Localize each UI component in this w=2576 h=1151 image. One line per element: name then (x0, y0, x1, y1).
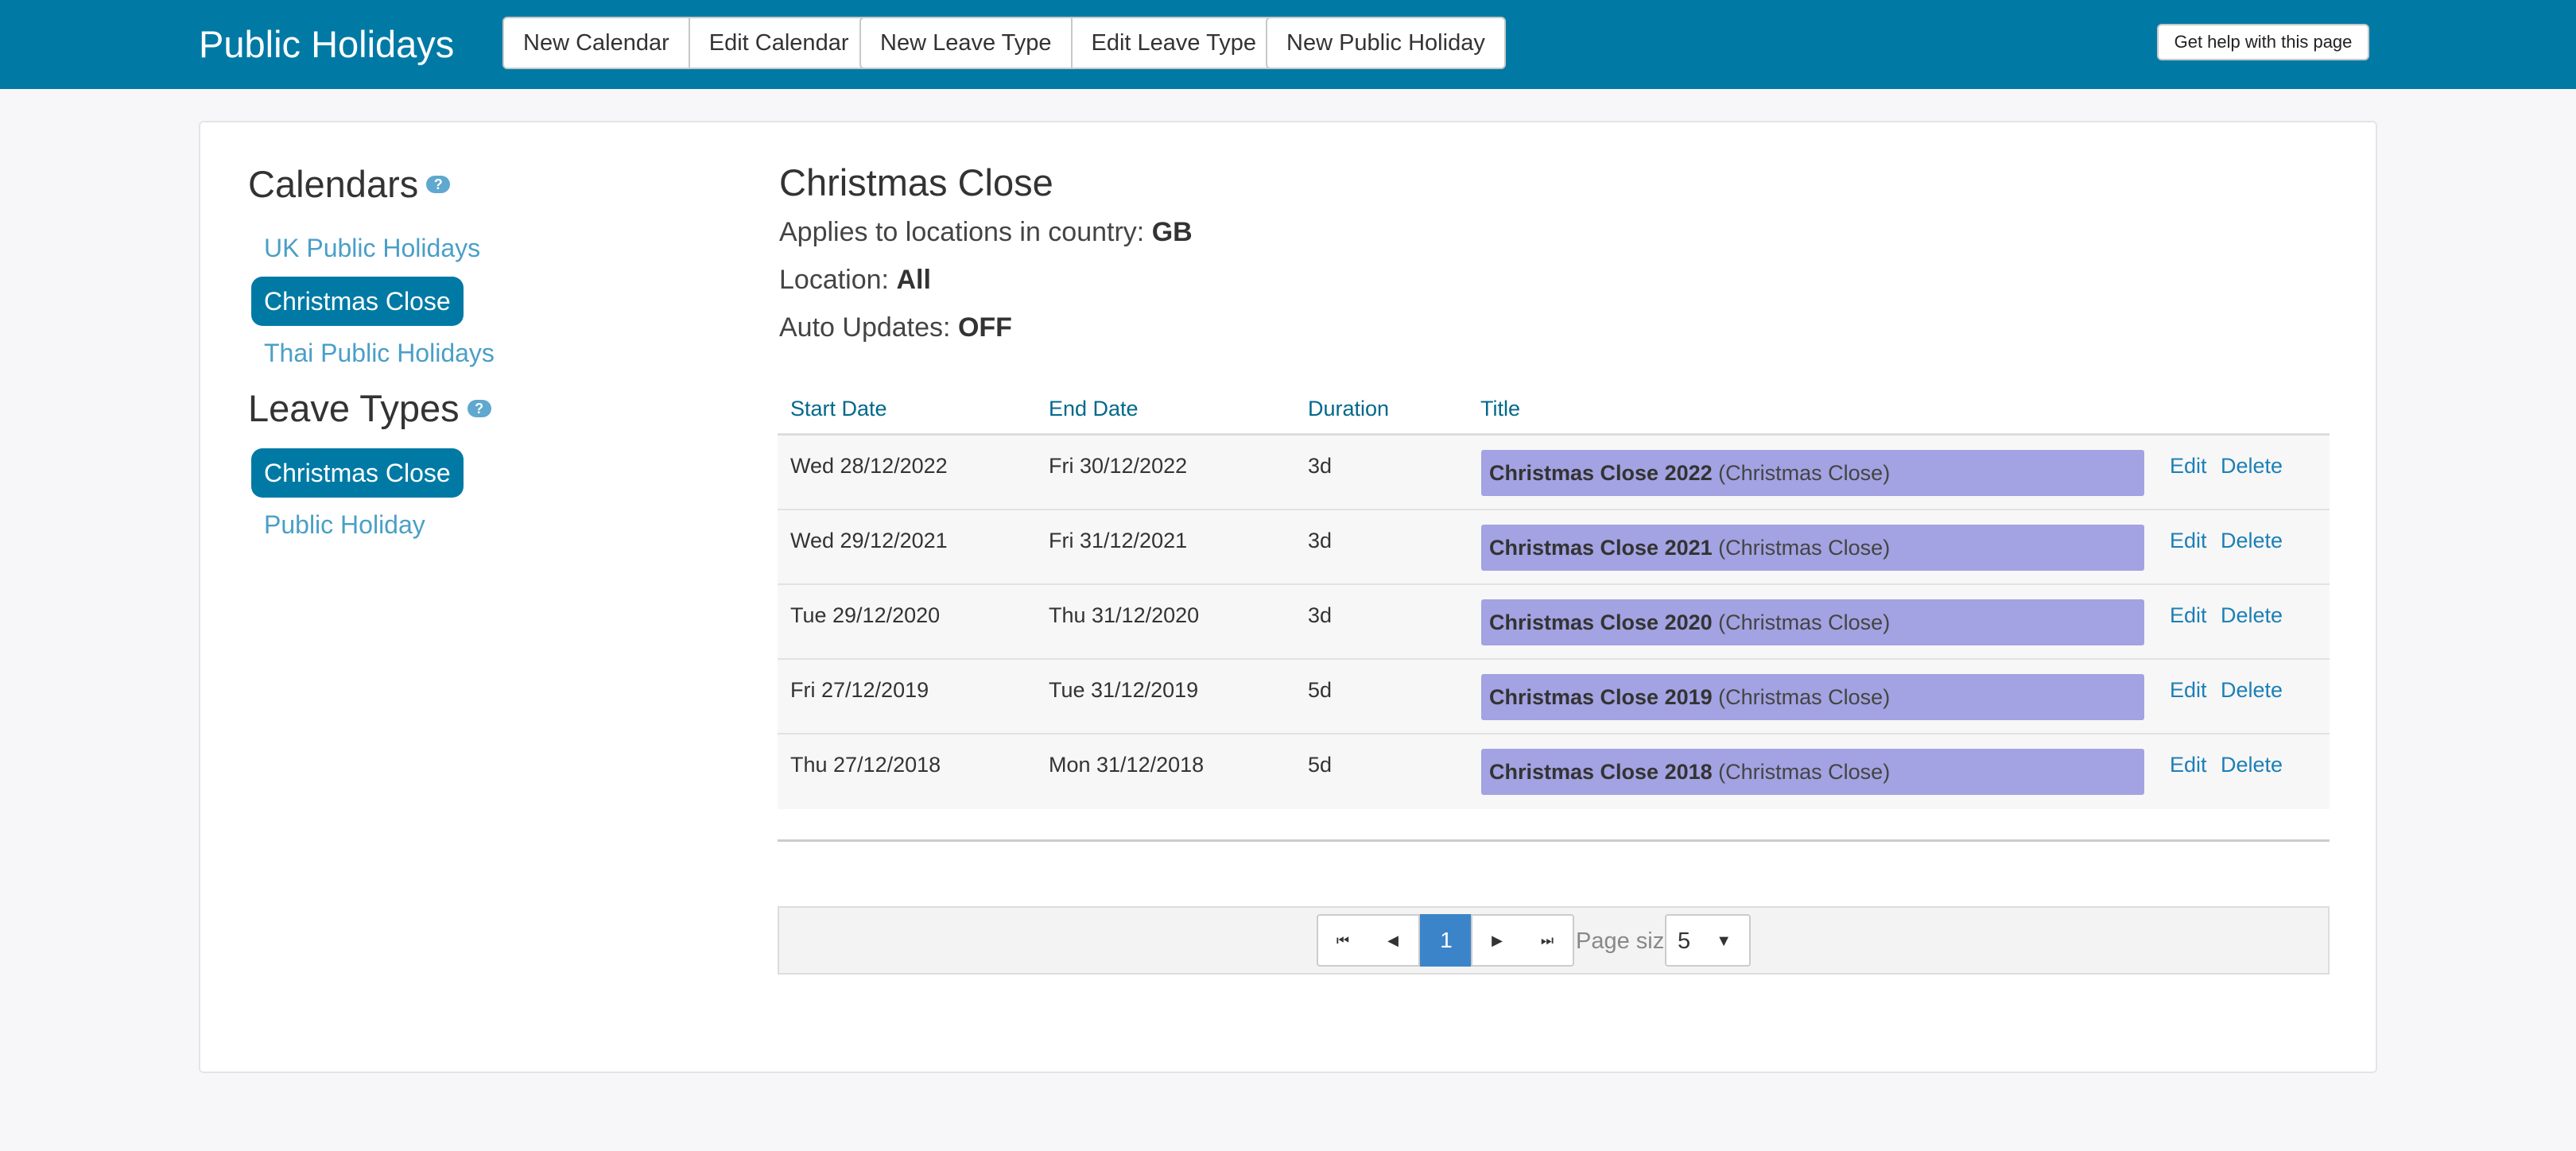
holiday-title: Christmas Close 2020 (1489, 610, 1713, 634)
delete-link[interactable]: Delete (2221, 678, 2283, 702)
holiday-type: (Christmas Close) (1718, 610, 1891, 634)
end-date-cell: Thu 31/12/2020 (1049, 603, 1200, 627)
leave-types-heading: Leave Types? (248, 385, 491, 432)
col-header-end-date[interactable]: End Date (1049, 397, 1139, 420)
col-header-start-date[interactable]: Start Date (790, 397, 887, 420)
edit-leave-type-button[interactable]: Edit Leave Type (1072, 17, 1277, 69)
calendar-item-uk-public-holidays[interactable]: UK Public Holidays (264, 234, 481, 262)
help-icon[interactable]: ? (467, 399, 491, 417)
table-row: Wed 28/12/2022 Fri 30/12/2022 3d Christm… (778, 436, 2330, 510)
start-date-cell: Fri 27/12/2019 (790, 678, 929, 702)
prev-page-icon[interactable]: ◀ (1368, 914, 1420, 967)
auto-updates-line: Auto Updates: OFF (779, 310, 1012, 345)
new-leave-type-button[interactable]: New Leave Type (859, 17, 1073, 69)
start-date-cell: Tue 29/12/2020 (790, 603, 941, 627)
country-line: Applies to locations in country: GB (779, 215, 1193, 250)
delete-link[interactable]: Delete (2221, 529, 2283, 552)
duration-cell: 3d (1308, 454, 1333, 478)
new-public-holiday-button[interactable]: New Public Holiday (1266, 17, 1506, 69)
holiday-title: Christmas Close 2019 (1489, 685, 1713, 709)
edit-link[interactable]: Edit (2170, 678, 2207, 702)
chevron-down-icon: ▼ (1716, 932, 1732, 950)
calendar-button-group: New Calendar Edit Calendar (502, 17, 870, 69)
location-value: All (896, 265, 931, 295)
start-date-cell: Wed 28/12/2022 (790, 454, 948, 478)
leave-types-heading-label: Leave Types (248, 387, 460, 429)
country-value: GB (1151, 217, 1193, 247)
edit-calendar-button[interactable]: Edit Calendar (689, 17, 870, 69)
page-size-select[interactable]: 5 ▼ (1665, 914, 1751, 967)
leave-type-item-public-holiday[interactable]: Public Holiday (264, 510, 425, 539)
duration-cell: 5d (1308, 753, 1333, 777)
auto-updates-value: OFF (957, 312, 1012, 343)
holiday-type: (Christmas Close) (1718, 536, 1891, 560)
calendars-heading: Calendars? (248, 161, 451, 208)
help-button[interactable]: Get help with this page (2157, 24, 2369, 60)
location-line: Location: All (779, 262, 931, 297)
delete-link[interactable]: Delete (2221, 454, 2283, 478)
page-size-value: 5 (1678, 928, 1691, 954)
calendar-title: Christmas Close (779, 161, 1053, 203)
calendar-item-thai-public-holidays[interactable]: Thai Public Holidays (264, 339, 495, 367)
holiday-title: Christmas Close 2018 (1489, 760, 1713, 784)
app-title: Public Holidays (199, 23, 455, 65)
col-header-title[interactable]: Title (1480, 397, 1521, 420)
delete-link[interactable]: Delete (2221, 753, 2283, 777)
last-page-icon[interactable]: ⏭ (1522, 914, 1574, 967)
table-row: Fri 27/12/2019 Tue 31/12/2019 5d Christm… (778, 660, 2330, 734)
holiday-title-bar[interactable]: Christmas Close 2020 (Christmas Close) (1481, 599, 2144, 645)
table-divider (778, 839, 2330, 842)
start-date-cell: Wed 29/12/2021 (790, 529, 948, 552)
holiday-type: (Christmas Close) (1718, 461, 1891, 485)
table-row: Wed 29/12/2021 Fri 31/12/2021 3d Christm… (778, 510, 2330, 585)
holiday-title-bar[interactable]: Christmas Close 2018 (Christmas Close) (1481, 749, 2144, 795)
duration-cell: 3d (1308, 603, 1333, 627)
edit-link[interactable]: Edit (2170, 753, 2207, 777)
duration-cell: 3d (1308, 529, 1333, 552)
col-header-duration[interactable]: Duration (1308, 397, 1390, 420)
edit-link[interactable]: Edit (2170, 529, 2207, 552)
country-label: Applies to locations in country: (779, 217, 1145, 247)
first-page-icon[interactable]: ⏮ (1317, 914, 1369, 967)
end-date-cell: Tue 31/12/2019 (1049, 678, 1199, 702)
duration-cell: 5d (1308, 678, 1333, 702)
holiday-title: Christmas Close 2021 (1489, 536, 1713, 560)
edit-link[interactable]: Edit (2170, 454, 2207, 478)
pager: ⏮ ◀ 1 ▶ ⏭ Page size: 5 ▼ (778, 906, 2330, 975)
calendars-heading-label: Calendars (248, 163, 419, 205)
table-row: Tue 29/12/2020 Thu 31/12/2020 3d Christm… (778, 585, 2330, 660)
start-date-cell: Thu 27/12/2018 (790, 753, 941, 777)
holidays-table: Start Date End Date Duration Title Wed 2… (778, 382, 2330, 809)
top-bar: Public Holidays New Calendar Edit Calend… (0, 0, 2576, 89)
new-calendar-button[interactable]: New Calendar (502, 17, 690, 69)
table-row: Thu 27/12/2018 Mon 31/12/2018 5d Christm… (778, 734, 2330, 809)
holiday-type: (Christmas Close) (1718, 760, 1891, 784)
holiday-title-bar[interactable]: Christmas Close 2022 (Christmas Close) (1481, 450, 2144, 496)
delete-link[interactable]: Delete (2221, 603, 2283, 627)
next-page-icon[interactable]: ▶ (1471, 914, 1523, 967)
holiday-title-bar[interactable]: Christmas Close 2021 (Christmas Close) (1481, 525, 2144, 571)
auto-updates-label: Auto Updates: (779, 312, 951, 343)
calendar-item-christmas-close[interactable]: Christmas Close (251, 277, 464, 326)
holiday-title: Christmas Close 2022 (1489, 461, 1713, 485)
end-date-cell: Mon 31/12/2018 (1049, 753, 1205, 777)
holiday-type: (Christmas Close) (1718, 685, 1891, 709)
location-label: Location: (779, 265, 889, 295)
end-date-cell: Fri 31/12/2021 (1049, 529, 1188, 552)
table-header: Start Date End Date Duration Title (778, 382, 2330, 436)
end-date-cell: Fri 30/12/2022 (1049, 454, 1188, 478)
current-page-button[interactable]: 1 (1420, 914, 1472, 967)
leave-type-item-christmas-close[interactable]: Christmas Close (251, 448, 464, 498)
edit-link[interactable]: Edit (2170, 603, 2207, 627)
public-holiday-button-group: New Public Holiday (1266, 17, 1506, 69)
holiday-title-bar[interactable]: Christmas Close 2019 (Christmas Close) (1481, 674, 2144, 720)
leave-type-button-group: New Leave Type Edit Leave Type (859, 17, 1277, 69)
help-icon[interactable]: ? (426, 175, 451, 193)
